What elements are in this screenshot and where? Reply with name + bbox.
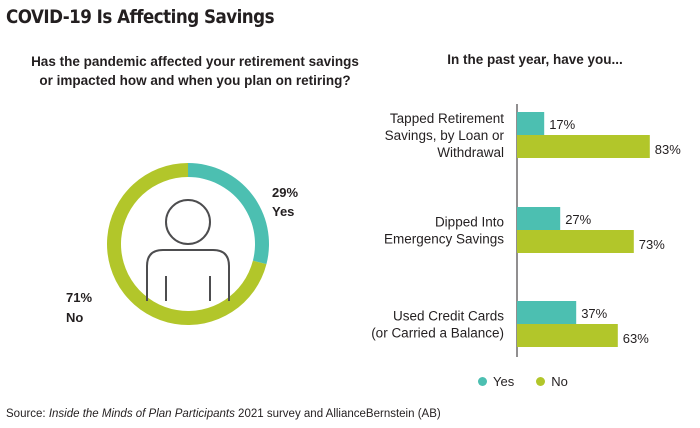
donut-yes-name: Yes [272,204,294,219]
bar-value-label: 37% [581,306,607,321]
bar-value-label: 83% [655,142,681,157]
bar-no [517,230,634,253]
source-suffix: 2021 survey and AllianceBernstein (AB) [234,408,441,420]
category-label: Withdrawal [437,145,504,160]
donut-question-line: Has the pandemic affected your retiremen… [31,54,359,69]
bar-no [517,135,650,158]
category-label: Dipped Into [435,215,504,230]
legend-no-swatch [536,377,546,386]
donut-no-value: 71% [66,290,92,305]
source-title: Inside the Minds of Plan Participants [48,408,235,420]
donut-question-line: or impacted how and when you plan on ret… [39,73,351,88]
legend-yes-label: Yes [493,374,515,389]
category-label: Tapped Retirement [390,111,504,126]
person-icon [146,199,230,301]
chart-title: COVID-19 Is Affecting Savings [6,6,275,28]
donut-question: Has the pandemic affected your retiremen… [30,52,360,90]
legend-no-label: No [551,374,568,389]
source-prefix: Source: [6,408,49,420]
bar-yes [517,112,545,135]
bar-yes [517,301,577,324]
legend-yes-swatch [478,377,487,386]
bar-no [517,324,618,347]
bar-question: In the past year, have you... [447,52,623,67]
source-note: Source: Inside the Minds of Plan Partici… [6,408,441,420]
donut-yes-value: 29% [272,185,298,200]
category-label: (or Carried a Balance) [371,326,504,341]
donut-no-name: No [66,310,83,325]
legend: Yes No [478,374,568,389]
category-label: Savings, by Loan or [385,128,505,143]
category-label: Emergency Savings [384,232,504,247]
bar-value-label: 63% [623,331,649,346]
bar-yes [517,207,561,230]
category-label: Used Credit Cards [393,309,504,324]
bar-value-label: 73% [639,237,665,252]
donut-slice-yes [188,163,269,265]
bar-value-label: 27% [565,212,591,227]
bar-value-label: 17% [549,117,575,132]
